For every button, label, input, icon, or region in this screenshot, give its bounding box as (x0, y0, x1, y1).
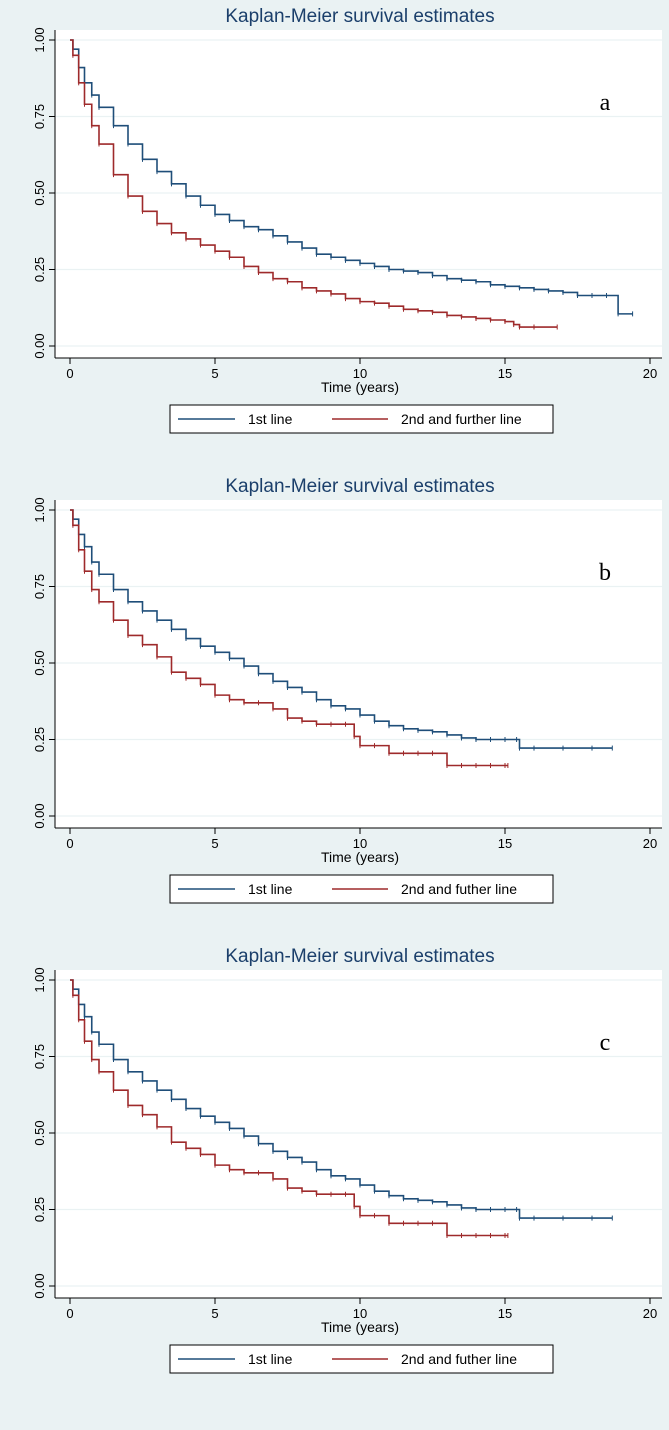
chart-title: Kaplan-Meier survival estimates (225, 946, 494, 967)
x-tick-label: 10 (353, 836, 367, 851)
legend-label-first: 1st line (248, 1351, 293, 1367)
y-tick-label: 1.00 (32, 497, 47, 522)
y-tick-label: 0.25 (32, 727, 47, 752)
y-tick-label: 0.00 (32, 1273, 47, 1298)
panel-label: c (600, 1030, 611, 1056)
x-axis-title: Time (years) (321, 849, 399, 865)
y-tick-label: 0.75 (32, 574, 47, 599)
series-line-second (70, 979, 508, 1237)
panel-a: 0.00 0.25 0.50 0.75 1.00 0 5 10 15 20 Time (years)… (32, 6, 662, 434)
plot-background (55, 30, 662, 358)
x-tick-label: 15 (498, 366, 512, 381)
x-tick-label: 20 (643, 836, 657, 851)
x-tick-label: 0 (66, 366, 73, 381)
x-tick-label: 15 (498, 836, 512, 851)
x-tick-label: 5 (211, 366, 218, 381)
x-tick-label: 5 (211, 836, 218, 851)
y-tick-label: 0.50 (32, 180, 47, 205)
y-tick-label: 1.00 (32, 967, 47, 992)
x-tick-label: 15 (498, 1306, 512, 1321)
x-axis-title: Time (years) (321, 379, 399, 395)
y-tick-label: 0.50 (32, 650, 47, 675)
x-tick-label: 10 (353, 366, 367, 381)
x-tick-label: 20 (643, 1306, 657, 1321)
plot-background (55, 500, 662, 828)
series-line-first (70, 509, 613, 749)
panel-label: b (599, 560, 611, 586)
legend-label-second: 2nd and futher line (401, 881, 517, 897)
y-tick-label: 0.25 (32, 1197, 47, 1222)
y-tick-label: 0.25 (32, 257, 47, 282)
panel-b: 0.00 0.25 0.50 0.75 1.00 0 5 10 15 20 Time (years)… (32, 476, 662, 904)
legend-label-first: 1st line (248, 881, 293, 897)
y-tick-label: 0.00 (32, 333, 47, 358)
y-tick-label: 0.75 (32, 104, 47, 129)
panel-label: a (600, 90, 611, 116)
legend: 1st line 2nd and futher line (169, 1344, 554, 1374)
panel-c: 0.00 0.25 0.50 0.75 1.00 0 5 10 15 20 Time (years)… (32, 946, 662, 1374)
series-line-first (70, 979, 613, 1219)
x-tick-label: 0 (66, 1306, 73, 1321)
legend: 1st line 2nd and further line (169, 404, 554, 434)
y-tick-label: 0.50 (32, 1120, 47, 1145)
series-line-second (70, 509, 508, 767)
x-tick-label: 20 (643, 366, 657, 381)
y-tick-label: 0.00 (32, 803, 47, 828)
chart-title: Kaplan-Meier survival estimates (225, 476, 494, 497)
y-tick-label: 1.00 (32, 27, 47, 52)
legend: 1st line 2nd and futher line (169, 874, 554, 904)
x-tick-label: 10 (353, 1306, 367, 1321)
legend-label-first: 1st line (248, 411, 293, 427)
plot-background (55, 970, 662, 1298)
x-tick-label: 5 (211, 1306, 218, 1321)
y-tick-label: 0.75 (32, 1044, 47, 1069)
x-tick-label: 0 (66, 836, 73, 851)
legend-label-second: 2nd and futher line (401, 1351, 517, 1367)
chart-title: Kaplan-Meier survival estimates (225, 6, 494, 27)
x-axis-title: Time (years) (321, 1319, 399, 1335)
legend-label-second: 2nd and further line (401, 411, 522, 427)
